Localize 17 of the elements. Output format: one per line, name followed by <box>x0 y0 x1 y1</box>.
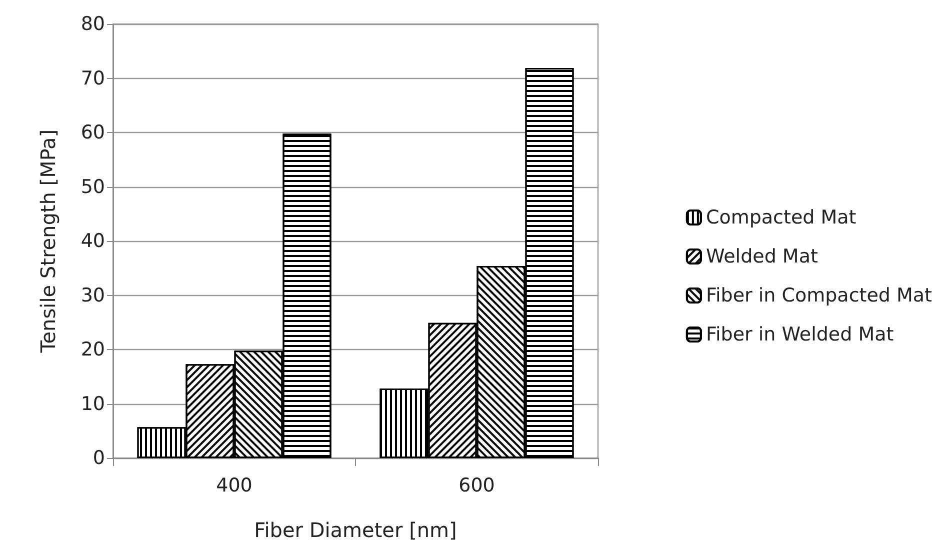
y-tick-label: 0 <box>92 447 105 469</box>
x-tick-label: 400 <box>216 474 252 496</box>
y-axis-title: Tensile Strength [MPa] <box>36 129 60 354</box>
y-tick-label: 70 <box>80 67 105 90</box>
y-tick-label: 10 <box>80 392 105 415</box>
y-tick-label: 40 <box>80 230 105 252</box>
legend-label: Fiber in Welded Mat <box>706 324 894 346</box>
y-tick-label: 50 <box>80 176 105 198</box>
y-tick-label: 20 <box>80 338 105 360</box>
y-tick-label: 80 <box>80 13 105 35</box>
legend-label: Compacted Mat <box>706 206 856 228</box>
x-axis-title: Fiber Diameter [nm] <box>254 518 457 542</box>
legend-label: Fiber in Compacted Mat <box>706 284 932 306</box>
legend-label: Welded Mat <box>706 246 818 268</box>
y-tick-label: 30 <box>80 284 105 306</box>
y-tick-label: 60 <box>80 122 105 144</box>
x-tick-label: 600 <box>458 474 495 496</box>
